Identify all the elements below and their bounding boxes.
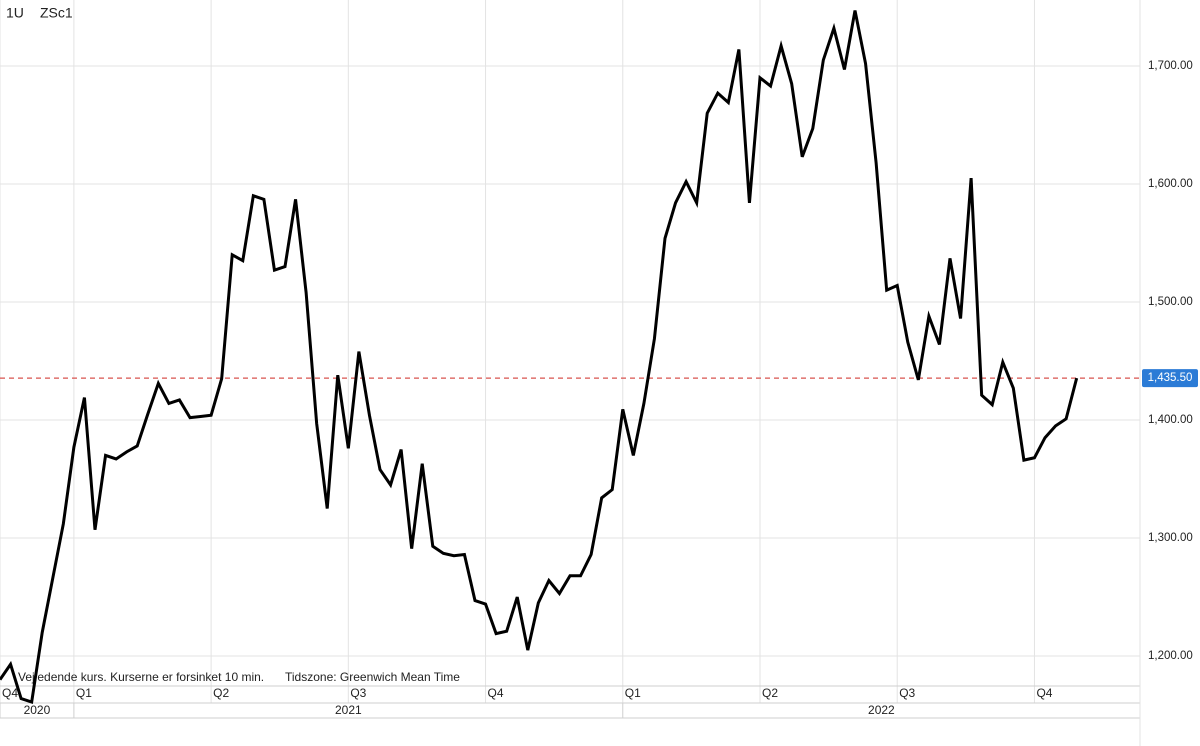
y-tick-label: 1,400.00 xyxy=(1148,414,1193,426)
timezone: Tidszone: Greenwich Mean Time xyxy=(285,670,460,684)
symbol: ZSc1 xyxy=(40,5,73,21)
x-tick-label: Q4 xyxy=(488,686,504,700)
x-tick-label: Q3 xyxy=(350,686,366,700)
year-label: 2022 xyxy=(868,703,895,717)
last-price-tag xyxy=(1142,369,1198,388)
x-tick-label: Q3 xyxy=(899,686,915,700)
x-tick-label: Q1 xyxy=(76,686,92,700)
x-tick-label: Q2 xyxy=(213,686,229,700)
price-line xyxy=(0,10,1079,705)
y-tick-label: 1,200.00 xyxy=(1148,650,1193,662)
x-tick-label: Q2 xyxy=(762,686,778,700)
x-tick-label: Q4 xyxy=(1036,686,1052,700)
y-tick-label: 1,700.00 xyxy=(1148,60,1193,72)
interval: 1U xyxy=(6,5,24,21)
y-tick-label: 1,600.00 xyxy=(1148,178,1193,190)
y-tick-label: 1,300.00 xyxy=(1148,532,1193,544)
y-tick-label: 1,500.00 xyxy=(1148,296,1193,308)
x-tick-label: Q4 xyxy=(2,686,18,700)
note: Vejledende kurs. Kurserne er forsinket 1… xyxy=(18,670,264,684)
x-tick-label: Q1 xyxy=(625,686,641,700)
last-price-label: 1,435.50 xyxy=(1148,372,1193,384)
year-label: 2020 xyxy=(24,703,51,717)
year-label: 2021 xyxy=(335,703,362,717)
